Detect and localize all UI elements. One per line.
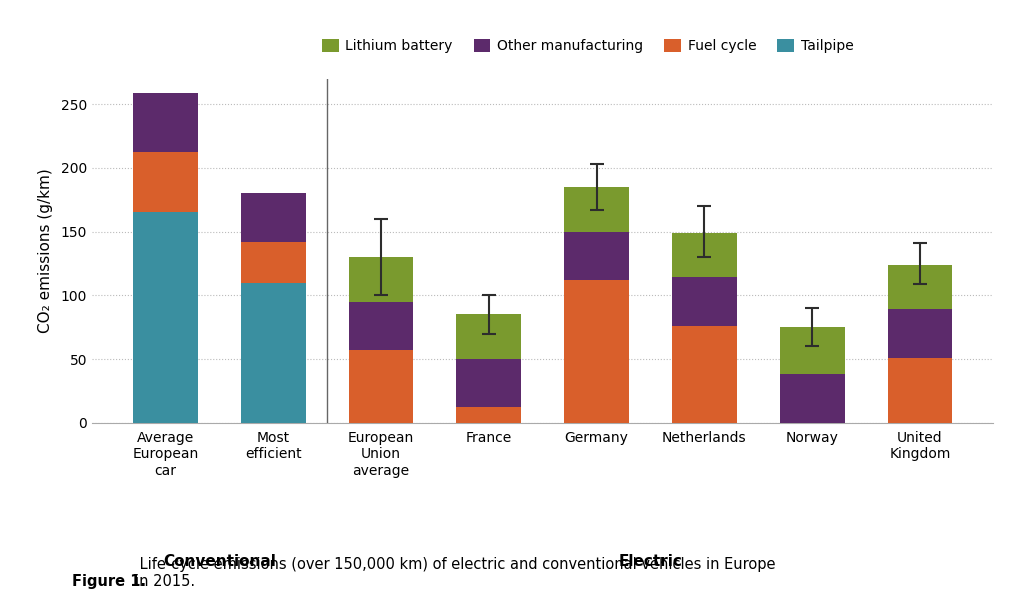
Bar xyxy=(457,408,521,423)
Bar xyxy=(564,231,629,280)
Bar xyxy=(457,315,521,359)
Bar xyxy=(564,187,629,231)
Bar xyxy=(133,213,198,423)
Bar xyxy=(888,358,952,423)
Text: Conventional: Conventional xyxy=(163,554,275,568)
Bar xyxy=(564,280,629,423)
Y-axis label: CO₂ emissions (g/km): CO₂ emissions (g/km) xyxy=(38,169,52,333)
Bar xyxy=(888,309,952,358)
Bar xyxy=(133,152,198,213)
Bar xyxy=(349,350,414,423)
Bar xyxy=(241,242,305,283)
Text: Life-cycle emissions (over 150,000 km) of electric and conventional vehicles in : Life-cycle emissions (over 150,000 km) o… xyxy=(135,556,775,589)
Bar xyxy=(672,233,736,277)
Bar xyxy=(780,374,845,423)
Bar xyxy=(349,301,414,350)
Bar xyxy=(888,265,952,309)
Bar xyxy=(133,92,198,152)
Bar xyxy=(241,283,305,423)
Bar xyxy=(780,327,845,374)
Bar xyxy=(672,326,736,423)
Bar xyxy=(672,277,736,326)
Bar xyxy=(457,359,521,408)
Bar xyxy=(241,193,305,242)
Bar xyxy=(349,257,414,301)
Text: Electric: Electric xyxy=(618,554,682,568)
Text: Figure 1.: Figure 1. xyxy=(72,574,145,589)
Legend: Lithium battery, Other manufacturing, Fuel cycle, Tailpipe: Lithium battery, Other manufacturing, Fu… xyxy=(316,34,859,59)
